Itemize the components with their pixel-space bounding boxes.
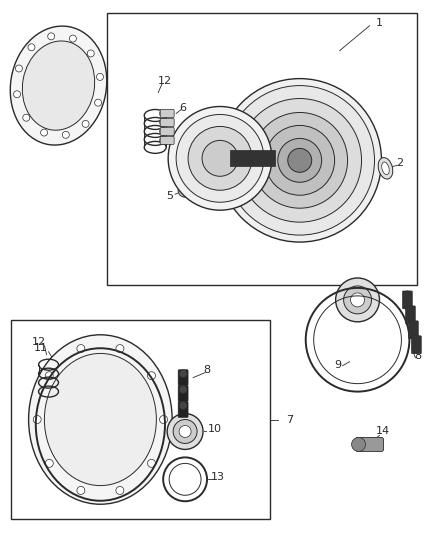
Text: 11: 11 bbox=[34, 343, 48, 353]
Text: 10: 10 bbox=[353, 280, 367, 290]
Circle shape bbox=[148, 372, 155, 379]
Circle shape bbox=[188, 126, 252, 190]
FancyBboxPatch shape bbox=[160, 136, 174, 144]
Circle shape bbox=[288, 148, 312, 172]
Circle shape bbox=[14, 91, 21, 98]
Circle shape bbox=[48, 33, 55, 40]
Circle shape bbox=[160, 137, 167, 144]
Circle shape bbox=[218, 78, 381, 242]
Circle shape bbox=[33, 416, 41, 424]
Text: 11: 11 bbox=[36, 34, 50, 44]
Circle shape bbox=[160, 128, 167, 135]
Circle shape bbox=[116, 487, 124, 495]
Text: 7: 7 bbox=[286, 415, 293, 424]
Ellipse shape bbox=[22, 41, 95, 130]
FancyBboxPatch shape bbox=[403, 291, 413, 309]
Circle shape bbox=[202, 140, 238, 176]
Circle shape bbox=[179, 425, 191, 438]
FancyBboxPatch shape bbox=[160, 109, 174, 117]
Circle shape bbox=[28, 44, 35, 51]
Circle shape bbox=[41, 129, 48, 136]
FancyBboxPatch shape bbox=[160, 127, 174, 135]
Circle shape bbox=[160, 110, 167, 117]
Text: 8: 8 bbox=[204, 365, 211, 375]
Circle shape bbox=[179, 370, 187, 378]
Text: 3: 3 bbox=[248, 116, 255, 125]
Circle shape bbox=[87, 50, 94, 57]
Circle shape bbox=[196, 189, 208, 201]
Circle shape bbox=[278, 139, 321, 182]
FancyBboxPatch shape bbox=[408, 321, 418, 339]
Text: 12: 12 bbox=[158, 76, 172, 86]
Circle shape bbox=[168, 107, 272, 210]
Bar bbox=[107, 13, 417, 285]
Text: 14: 14 bbox=[375, 426, 389, 437]
Text: 2: 2 bbox=[396, 158, 403, 168]
Circle shape bbox=[173, 419, 197, 443]
Circle shape bbox=[176, 115, 264, 202]
Circle shape bbox=[160, 119, 167, 126]
Text: 1: 1 bbox=[376, 18, 383, 28]
Circle shape bbox=[167, 414, 203, 449]
Circle shape bbox=[15, 65, 22, 72]
Circle shape bbox=[265, 125, 335, 195]
Text: 4: 4 bbox=[206, 195, 214, 205]
Circle shape bbox=[148, 459, 155, 467]
Circle shape bbox=[23, 114, 30, 121]
Circle shape bbox=[69, 35, 76, 42]
Circle shape bbox=[252, 112, 348, 208]
Circle shape bbox=[95, 99, 102, 106]
Circle shape bbox=[178, 183, 192, 197]
Ellipse shape bbox=[44, 353, 156, 486]
Circle shape bbox=[410, 321, 417, 329]
Text: 10: 10 bbox=[208, 424, 222, 434]
Circle shape bbox=[413, 336, 420, 344]
Circle shape bbox=[179, 385, 187, 393]
Text: 9: 9 bbox=[334, 360, 341, 370]
Circle shape bbox=[45, 459, 53, 467]
Circle shape bbox=[336, 278, 379, 322]
Text: 8: 8 bbox=[414, 351, 421, 361]
Ellipse shape bbox=[28, 335, 172, 504]
Bar bbox=[230, 150, 275, 166]
Circle shape bbox=[182, 187, 189, 193]
FancyBboxPatch shape bbox=[406, 306, 415, 324]
Text: 5: 5 bbox=[166, 191, 173, 201]
Circle shape bbox=[199, 192, 205, 198]
Circle shape bbox=[343, 286, 371, 314]
FancyBboxPatch shape bbox=[160, 118, 174, 126]
FancyBboxPatch shape bbox=[178, 385, 188, 401]
Ellipse shape bbox=[10, 26, 107, 145]
Circle shape bbox=[352, 438, 366, 451]
FancyBboxPatch shape bbox=[178, 401, 188, 417]
Circle shape bbox=[159, 416, 167, 424]
Circle shape bbox=[62, 131, 69, 138]
Ellipse shape bbox=[381, 162, 389, 175]
Circle shape bbox=[225, 86, 374, 235]
Circle shape bbox=[403, 291, 411, 299]
Circle shape bbox=[45, 372, 53, 379]
FancyBboxPatch shape bbox=[356, 438, 384, 451]
Circle shape bbox=[77, 487, 85, 495]
Circle shape bbox=[116, 345, 124, 353]
Bar bbox=[11, 320, 270, 519]
Circle shape bbox=[238, 99, 361, 222]
Ellipse shape bbox=[378, 158, 393, 179]
Circle shape bbox=[82, 120, 89, 127]
Text: 12: 12 bbox=[32, 337, 46, 347]
Text: 6: 6 bbox=[180, 102, 187, 112]
Circle shape bbox=[77, 345, 85, 353]
Circle shape bbox=[350, 293, 364, 307]
FancyBboxPatch shape bbox=[178, 370, 188, 385]
Circle shape bbox=[406, 306, 414, 314]
Text: 9: 9 bbox=[67, 360, 74, 370]
Circle shape bbox=[179, 401, 187, 409]
Text: 13: 13 bbox=[211, 472, 225, 482]
Circle shape bbox=[96, 74, 103, 80]
FancyBboxPatch shape bbox=[411, 336, 421, 354]
